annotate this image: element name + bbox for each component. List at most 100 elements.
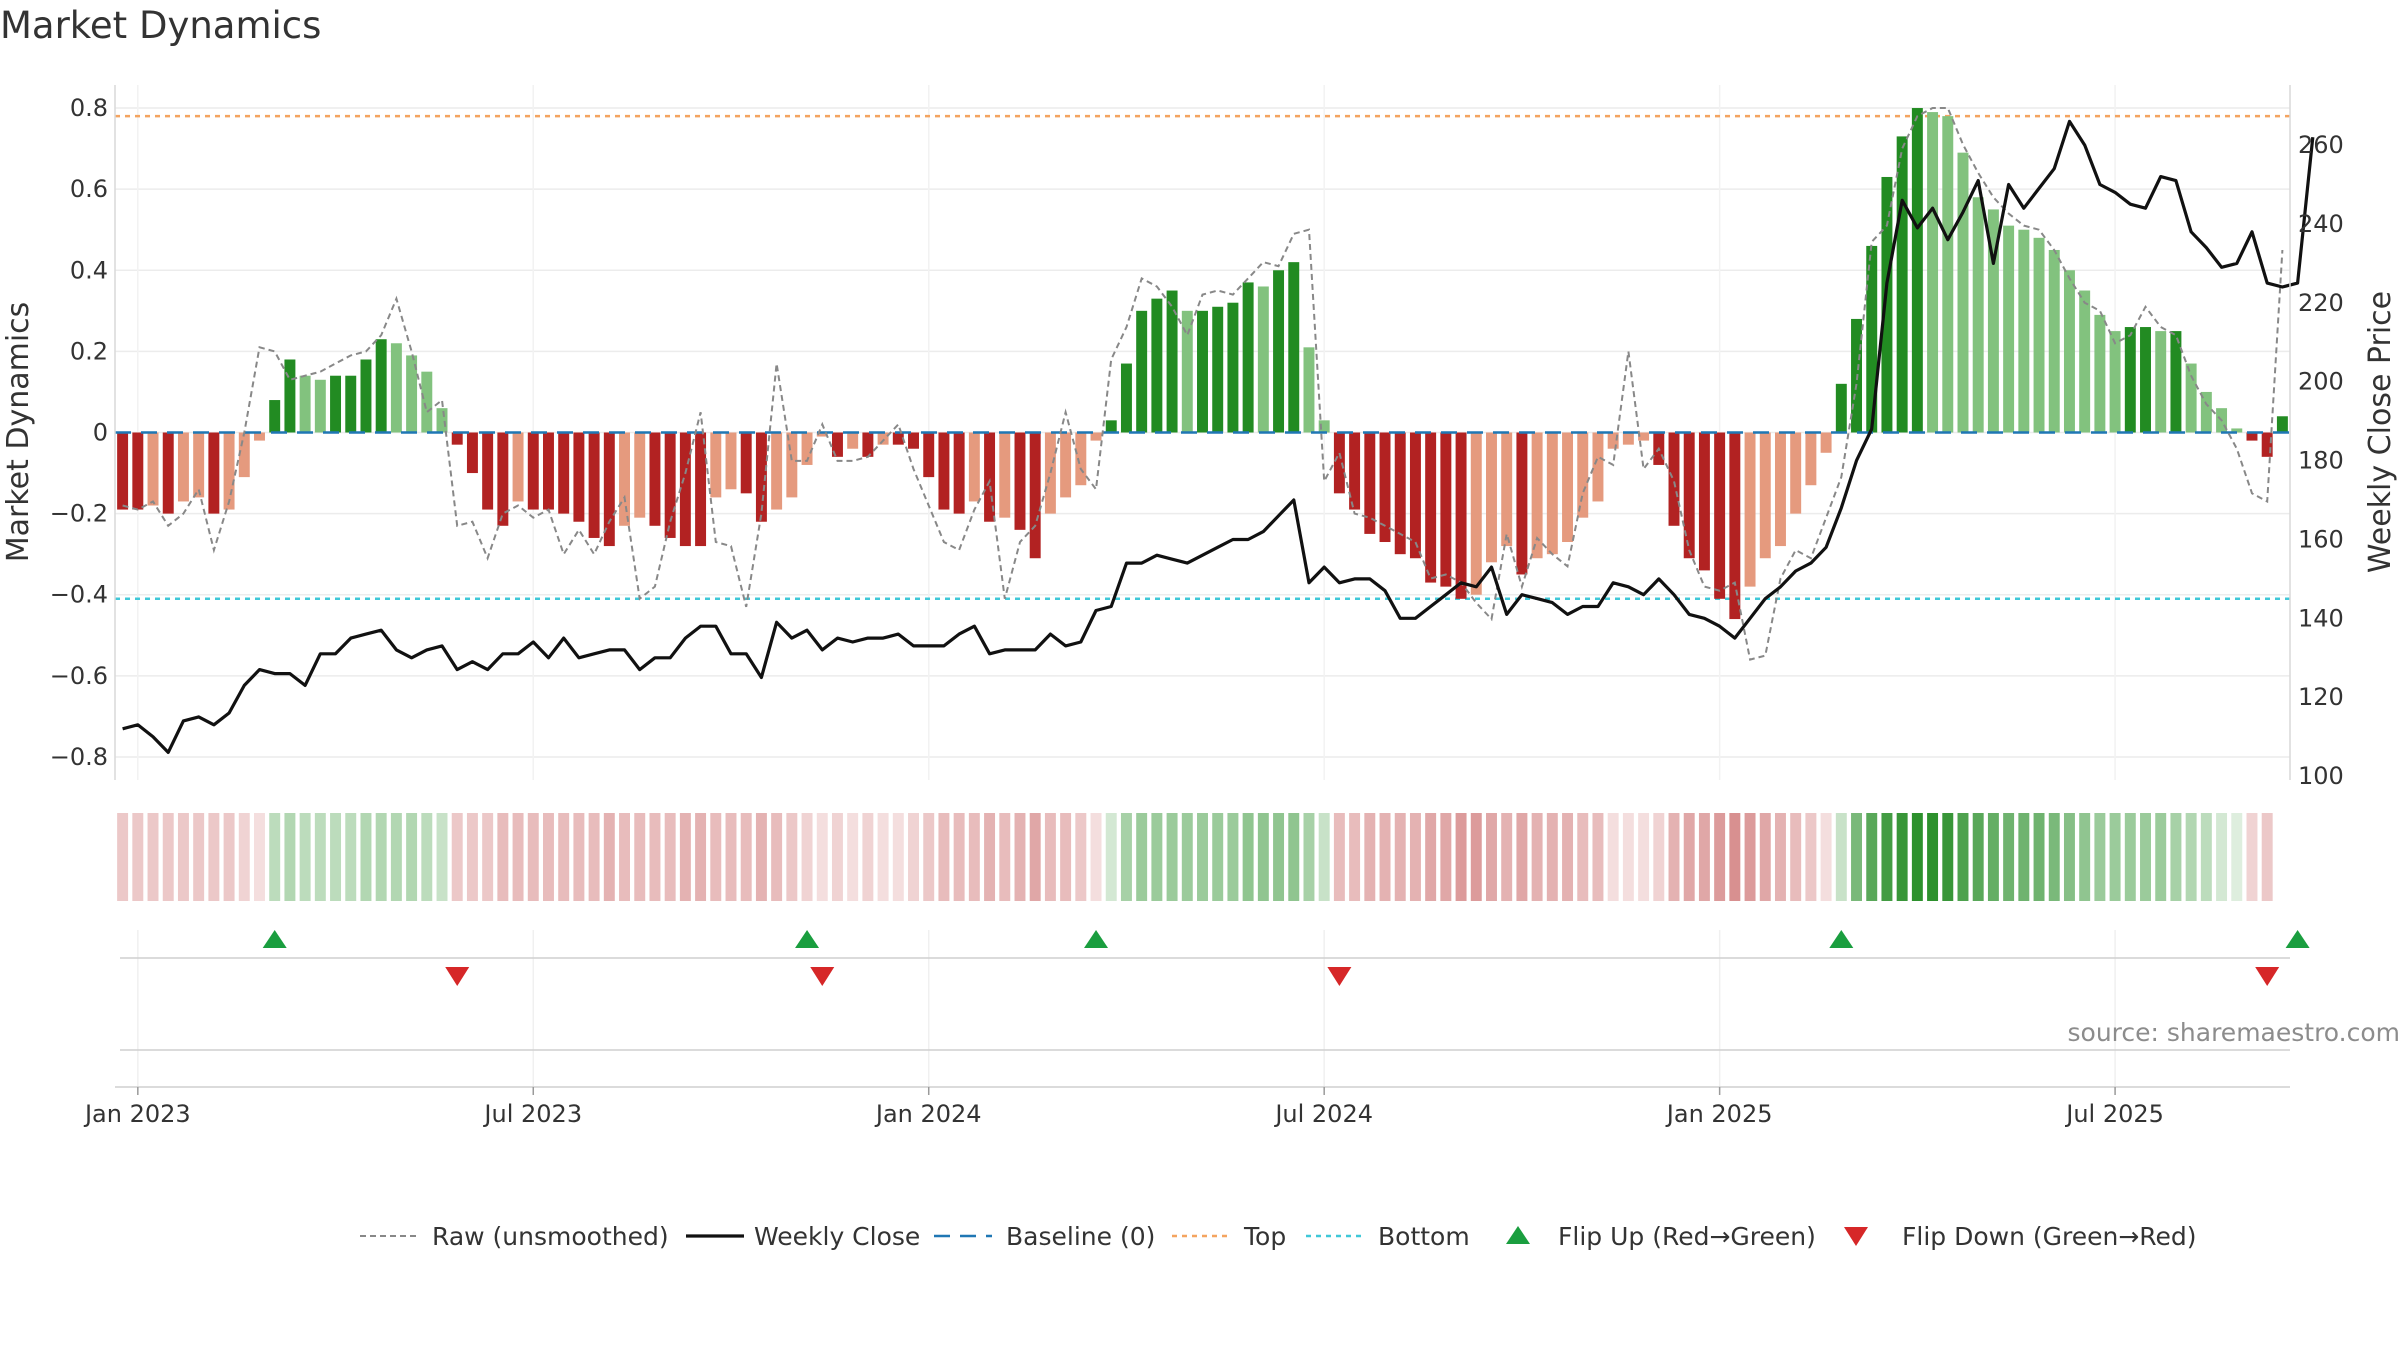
ribbon-cell <box>2003 813 2015 901</box>
bar <box>1714 432 1726 599</box>
bar <box>1486 432 1497 563</box>
bar <box>1866 245 1878 433</box>
left-tick-label: −0.6 <box>50 662 108 690</box>
bar <box>451 432 463 445</box>
ribbon-cell <box>679 813 691 901</box>
bar <box>679 432 691 547</box>
bar <box>1562 432 1574 543</box>
bar <box>1029 432 1041 559</box>
bar <box>360 359 372 433</box>
ribbon-cell <box>1044 813 1056 901</box>
bar <box>2276 416 2288 433</box>
ribbon-cell <box>695 813 707 901</box>
ribbon-cell <box>1790 813 1802 901</box>
ribbon-cell <box>1166 813 1178 901</box>
x-tick-label: Jul 2024 <box>1273 1100 1373 1128</box>
bar <box>771 432 783 510</box>
ribbon-cell <box>1911 813 1923 901</box>
ribbon-cell <box>1440 813 1452 901</box>
bar <box>2124 327 2136 433</box>
bar <box>938 432 950 510</box>
bar <box>831 432 843 457</box>
x-tick-label: Jul 2023 <box>482 1100 582 1128</box>
left-tick-label: −0.8 <box>50 743 108 771</box>
bar <box>527 432 539 510</box>
ribbon-cell <box>451 813 463 901</box>
legend-label: Flip Down (Green→Red) <box>1902 1222 2197 1251</box>
ribbon-cell <box>1212 813 1224 901</box>
bar <box>406 355 418 433</box>
bar <box>1759 432 1771 559</box>
bar <box>2094 314 2106 433</box>
legend-flip-up-icon <box>1506 1226 1530 1244</box>
bar <box>1044 432 1056 514</box>
bar <box>1820 432 1832 453</box>
bar <box>1455 432 1467 599</box>
ribbon-cell <box>1379 813 1391 901</box>
bar <box>1394 432 1406 555</box>
ribbon-cell <box>1759 813 1771 901</box>
ribbon-cell <box>984 813 996 901</box>
ribbon-cell <box>345 813 357 901</box>
flip-up-marker <box>262 930 287 948</box>
ribbon-cell <box>1257 813 1269 901</box>
ribbon-cell <box>1349 813 1361 901</box>
left-tick-label: −0.2 <box>50 500 108 528</box>
bar <box>162 432 174 514</box>
bar <box>2109 331 2121 433</box>
bar <box>299 375 311 433</box>
ribbon-cell <box>1273 813 1285 901</box>
ribbon-cell <box>908 813 919 901</box>
bar <box>923 432 935 478</box>
bar <box>345 375 357 433</box>
ribbon-cell <box>2094 813 2106 901</box>
bar <box>1288 262 1300 433</box>
bar <box>1957 152 1969 433</box>
ribbon-cell <box>2246 813 2258 901</box>
ribbon-cell <box>634 813 646 901</box>
ribbon-cell <box>2170 813 2182 901</box>
ribbon-cell <box>1060 813 1072 901</box>
ribbon-cell <box>1562 813 1574 901</box>
bar <box>1516 432 1528 575</box>
bar <box>2003 225 2015 433</box>
bar <box>968 432 980 502</box>
bar <box>1531 432 1543 559</box>
ribbon-cell <box>466 813 478 901</box>
ribbon-cell <box>162 813 174 901</box>
bar <box>740 432 752 494</box>
x-tick-label: Jan 2023 <box>83 1100 191 1128</box>
left-tick-label: 0.4 <box>70 256 108 284</box>
bar <box>1379 432 1391 543</box>
ribbon-cell <box>710 813 722 901</box>
raw-series-line <box>122 107 2284 661</box>
legend-label: Raw (unsmoothed) <box>432 1222 669 1251</box>
legend-label: Baseline (0) <box>1006 1222 1155 1251</box>
ribbon-cell <box>603 813 615 901</box>
bar <box>2033 237 2045 433</box>
ribbon-cell <box>847 813 859 901</box>
ribbon-cell <box>1197 813 1208 901</box>
legend-flip-down-icon <box>1844 1227 1868 1246</box>
ribbon-cell <box>330 813 342 901</box>
ribbon-cell <box>619 813 631 901</box>
left-tick-label: 0 <box>93 419 108 447</box>
ribbon-cell <box>1364 813 1376 901</box>
bar <box>1972 197 1984 433</box>
ribbon-cell <box>1151 813 1163 901</box>
bar <box>208 432 220 514</box>
ribbon-cell <box>771 813 783 901</box>
bar <box>847 432 859 449</box>
ribbon-cell <box>1516 813 1528 901</box>
bar <box>695 432 707 547</box>
right-tick-label: 220 <box>2298 289 2344 317</box>
bar <box>816 432 828 437</box>
bar <box>634 432 646 518</box>
left-tick-label: 0.6 <box>70 175 108 203</box>
legend-label: Weekly Close <box>754 1222 920 1251</box>
bar <box>1060 432 1072 498</box>
right-tick-label: 180 <box>2298 447 2344 475</box>
bar <box>1212 306 1224 433</box>
ribbon-cell <box>953 813 965 901</box>
ribbon-cell <box>436 813 448 901</box>
